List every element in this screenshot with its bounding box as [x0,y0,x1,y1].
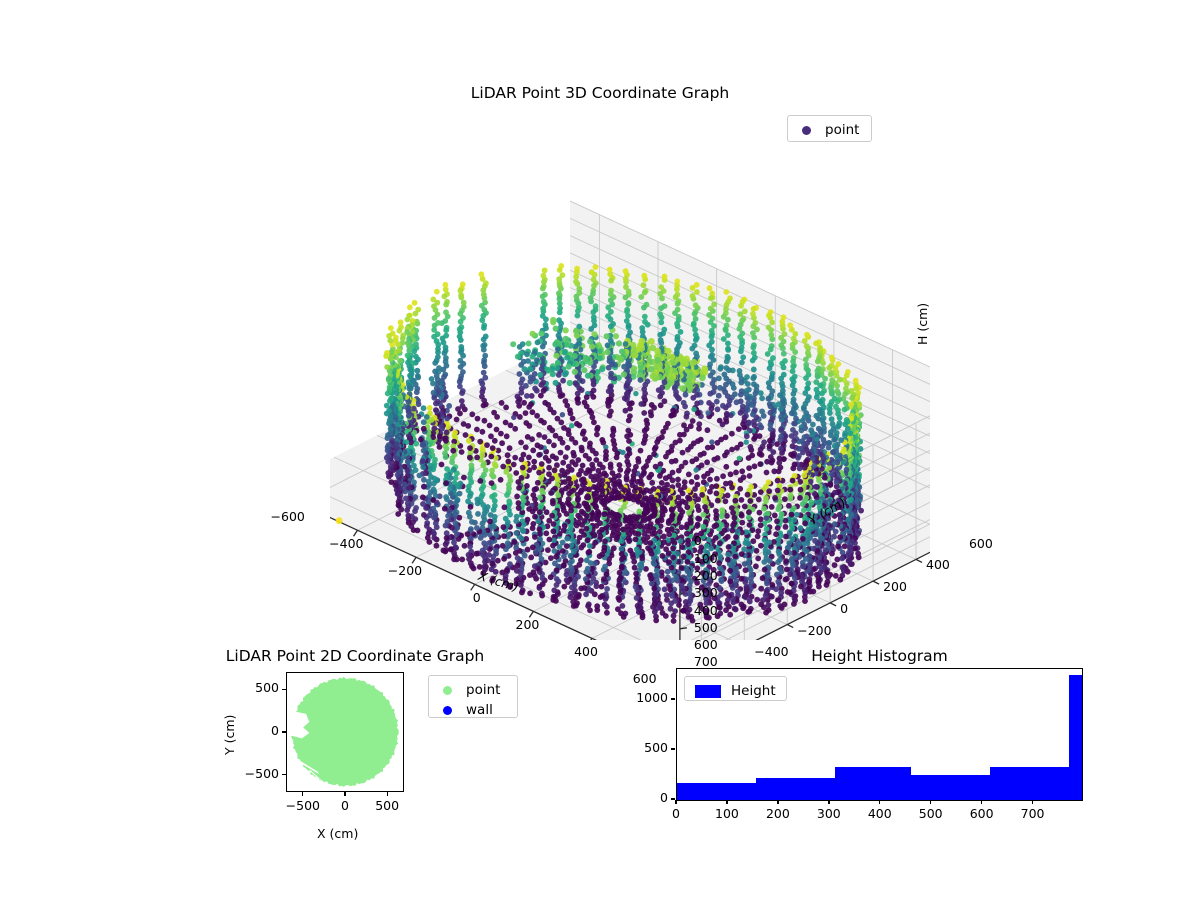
histogram-xtickmark [777,800,779,804]
histogram-xtickmark [981,800,983,804]
plot2d-ytickmark [282,731,286,733]
plot3d-xtick: 400 [574,644,598,660]
plot3d-point-cloud [335,263,864,624]
histogram-xtick: 0 [672,806,680,821]
legend-marker-point [802,125,811,135]
legend-marker-wall [443,705,452,715]
legend-marker-point [443,685,452,695]
plot2d-legend: point wall [428,675,518,718]
legend-label-wall: wall [466,702,493,718]
histogram-title: Height Histogram [811,647,948,665]
plot3d-ytick: −400 [754,644,789,660]
plot2d-ytickmark [282,774,286,776]
histogram-bar [990,766,1070,800]
histogram-xtick: 300 [816,806,841,821]
histogram-ytick: 500 [644,740,668,755]
legend-label-point: point [466,682,501,698]
histogram-axes[interactable] [676,668,1083,801]
legend-marker-height [695,684,721,698]
plot3d-legend: point [787,115,872,142]
plot2d-ytickmark [282,688,286,690]
plot3d-ztick: 200 [693,567,718,583]
histogram-xtickmark [879,800,881,804]
histogram-legend: Height [684,676,787,701]
plot3d-xtick: 0 [472,590,481,606]
histogram-xtick: 600 [969,806,994,821]
plot3d-ztick: 700 [693,654,718,670]
plot2d-xtick: 500 [375,798,400,813]
plot2d-xtick: 0 [341,798,349,813]
plot2d-ytick: 500 [255,680,279,696]
plot2d-title: LiDAR Point 2D Coordinate Graph [225,647,485,665]
histogram-xtickmark [828,800,830,804]
histogram-xtickmark [1032,800,1034,804]
plot3d-xtick: 600 [632,671,657,687]
histogram-xtickmark [930,800,932,804]
histogram-xtick: 200 [765,806,790,821]
histogram-bar [1069,674,1082,800]
legend-item-height: Height [693,681,778,701]
legend-item-wall: wall [437,700,509,720]
histogram-ytickmark [671,698,675,700]
plot3d-ztick: 0 [693,533,702,549]
plot3d-ytick: −200 [797,622,832,638]
plot3d-axes[interactable] [330,140,930,640]
plot2d-xtickmark [302,792,304,796]
plot3d-title: LiDAR Point 3D Coordinate Graph [470,84,730,102]
histogram-xtick: 500 [918,806,943,821]
plot2d-xaxis-label: X (cm) [317,826,359,841]
histogram-ytickmark [671,748,675,750]
legend-label-height: Height [731,683,776,699]
histogram-bar [677,782,756,800]
plot3d-ytick: 600 [968,535,993,551]
histogram-ytick: 1000 [636,690,668,705]
histogram-ytickmark [671,798,675,800]
plot2d-xtickmark [386,792,388,796]
plot3d-xtick: 200 [515,617,540,633]
legend-item-point: point [437,680,509,700]
legend-item-point: point [796,120,863,140]
plot3d-ytick: 200 [883,579,907,595]
histogram-xtickmark [675,800,677,804]
plot2d-point-scatter [287,676,399,788]
plot2d-ytick: 0 [271,723,279,738]
legend-label-point: point [825,122,860,138]
histogram-xtick: 700 [1020,806,1045,821]
histogram-bar [834,767,912,800]
plot2d-xtickmark [344,792,346,796]
histogram-xtick: 100 [715,806,739,821]
histogram-bars [677,669,1082,800]
plot3d-ztick: 400 [693,602,718,618]
plot3d-ztick: 600 [693,637,718,653]
plot2d-xtick: −500 [285,798,321,813]
plot3d-ztick: 100 [693,550,718,566]
histogram-xtick: 400 [867,806,892,821]
histogram-ytick: 0 [660,790,668,805]
plot2d-ytick: −500 [244,765,279,781]
plot3d-xtick: −600 [270,509,305,525]
histogram-bar [911,774,991,800]
plot3d-zaxis-label: H (cm) [915,302,930,345]
plot3d-xtick: −200 [387,563,423,579]
plot2d-axes[interactable] [286,672,404,792]
plot2d-yaxis-label: Y (cm) [222,714,237,755]
plot3d-ytick: 400 [926,557,950,573]
histogram-bar [755,777,835,800]
plot3d-ztick: 500 [693,619,718,635]
plot3d-ytick: 0 [840,600,849,616]
plot3d-ztick: 300 [693,585,718,601]
plot3d-xtick: −400 [329,536,364,552]
histogram-xtickmark [726,800,728,804]
